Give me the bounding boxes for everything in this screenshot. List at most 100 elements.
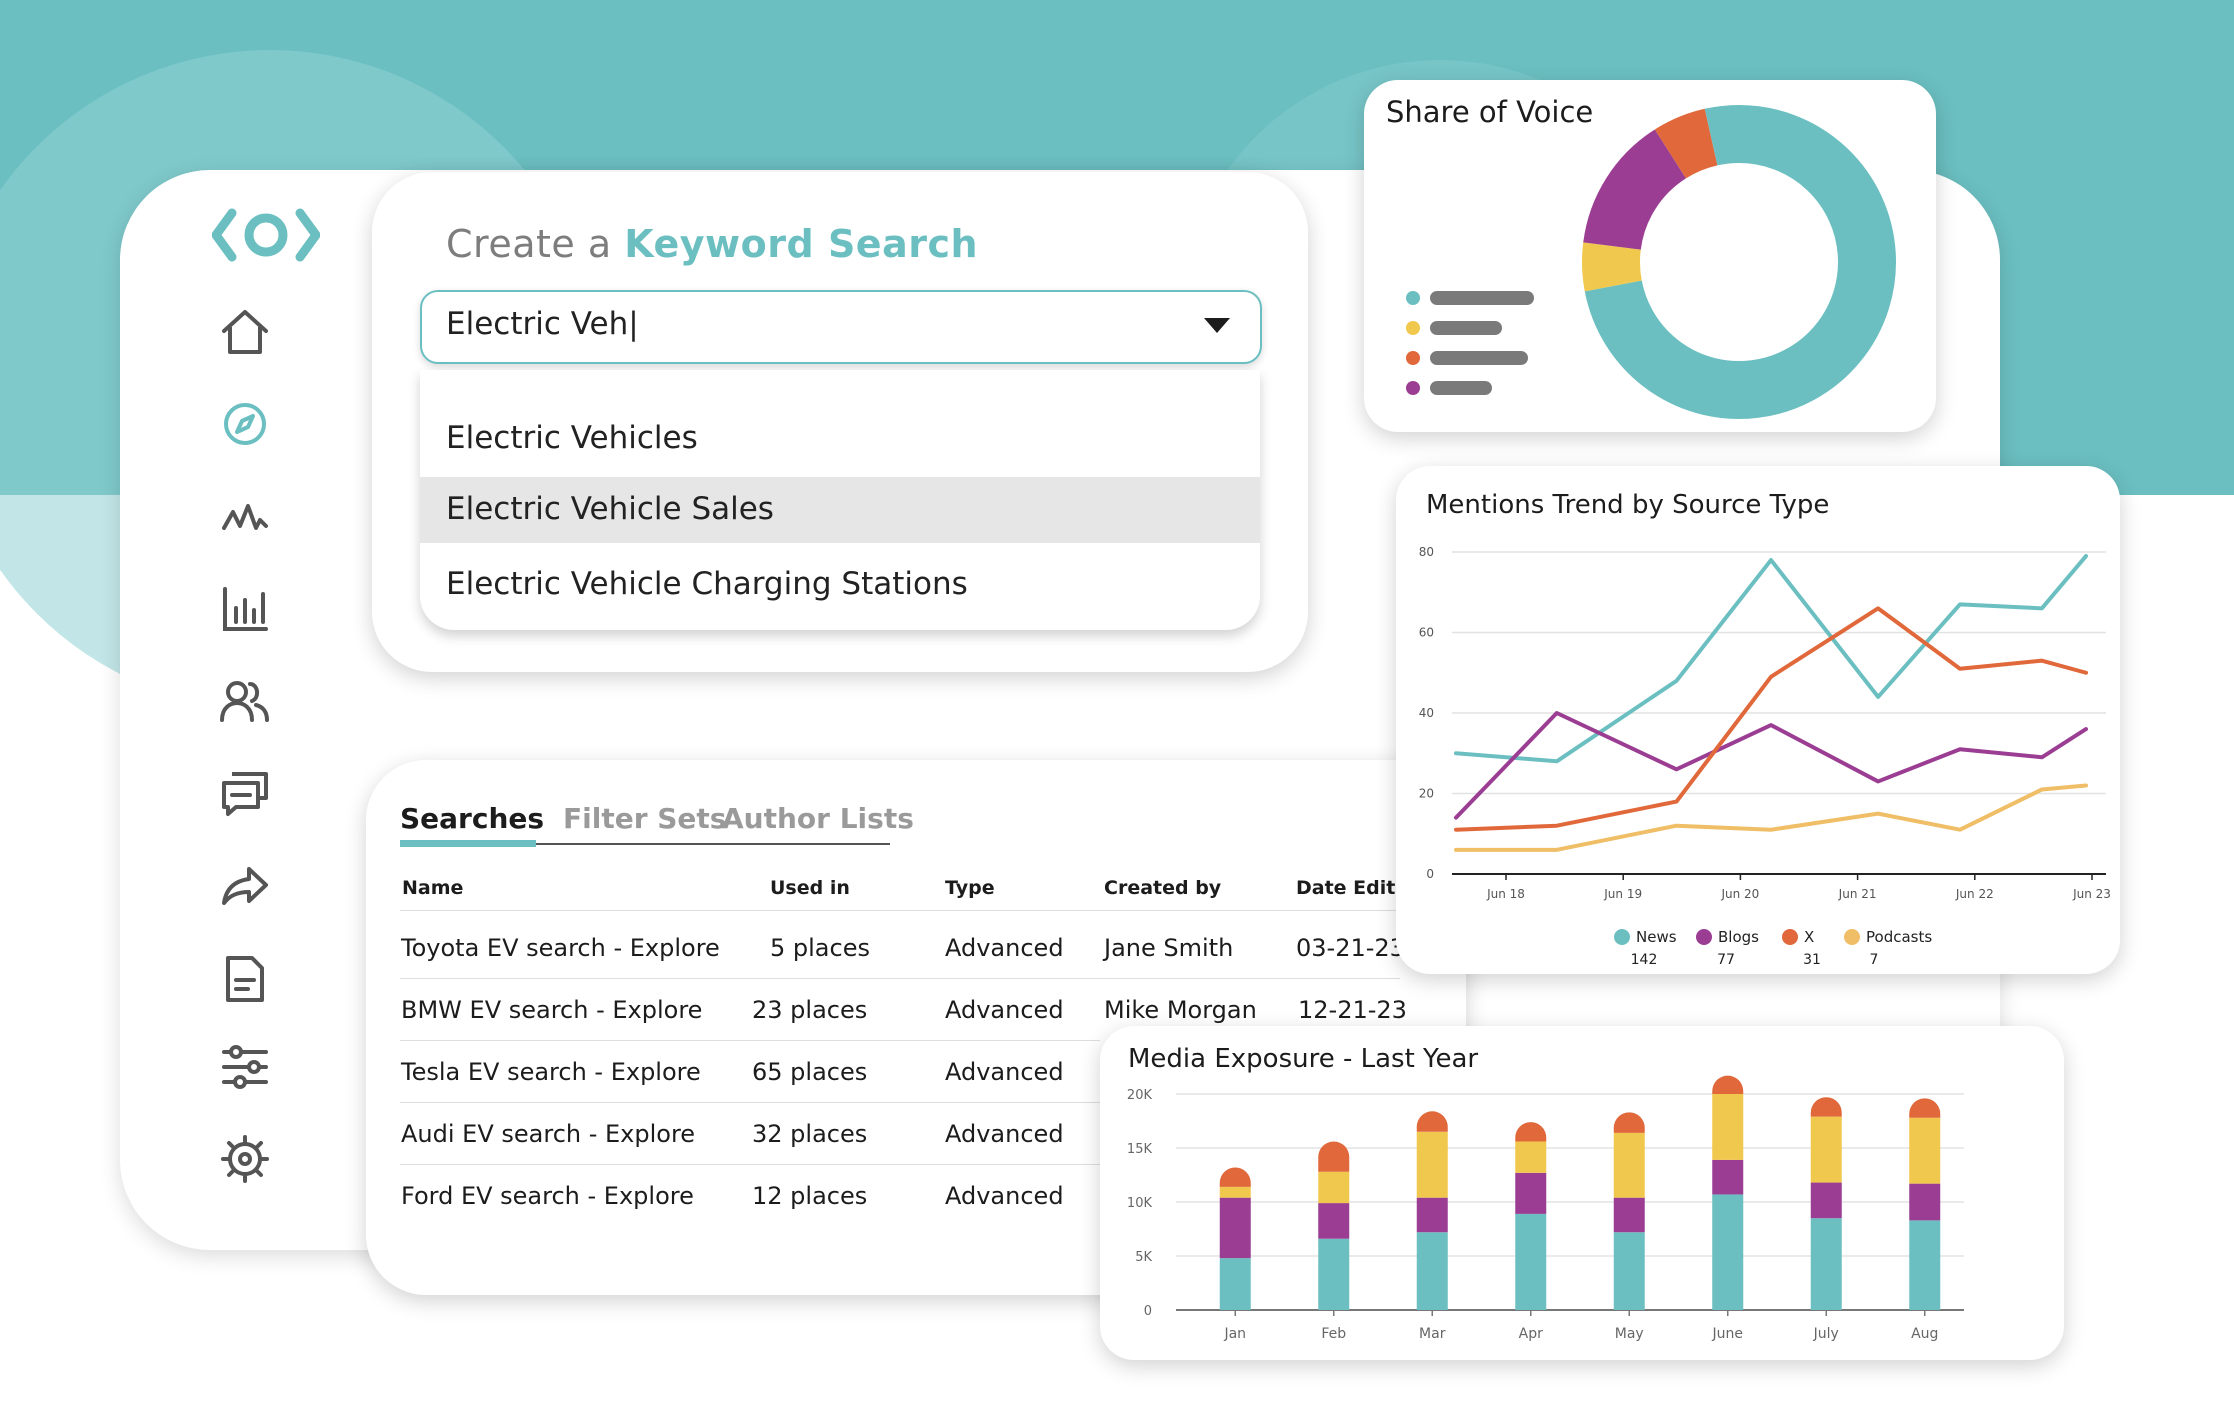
tab-searches[interactable]: Searches	[400, 802, 545, 835]
y-tick-label: 5K	[1135, 1250, 1152, 1265]
x-tick-label: Jan	[1223, 1326, 1246, 1342]
legend-total: 7	[1870, 952, 1879, 968]
title-highlight: Keyword Search	[624, 222, 979, 266]
users-icon[interactable]	[216, 672, 274, 730]
bar-segment	[1416, 1232, 1448, 1310]
keyword-search-input[interactable]: Electric Veh|	[420, 290, 1262, 364]
donut-slice	[1704, 105, 1740, 166]
donut-slice	[1584, 105, 1896, 419]
y-tick-label: 10K	[1127, 1196, 1153, 1211]
cell-used-in: 12 places	[752, 1182, 868, 1210]
bar-segment	[1613, 1197, 1645, 1233]
home-icon[interactable]	[216, 303, 274, 361]
legend-swatch	[1614, 929, 1630, 945]
legend-placeholder-bar	[1430, 291, 1534, 305]
x-tick-label: Apr	[1519, 1326, 1543, 1342]
legend-label: News	[1636, 928, 1677, 946]
bar-segment	[1712, 1194, 1744, 1310]
bar-segment	[1909, 1117, 1941, 1184]
cell-type: Advanced	[945, 1058, 1064, 1086]
bar-segment	[1810, 1218, 1842, 1310]
media-exposure-title: Media Exposure - Last Year	[1128, 1044, 1479, 1074]
row-divider	[400, 910, 1400, 911]
x-tick-label: May	[1615, 1326, 1644, 1342]
row-divider	[400, 1164, 1100, 1165]
media-exposure-card	[1100, 1026, 2064, 1360]
bar-segment	[1810, 1097, 1842, 1117]
y-tick-label: 20	[1419, 787, 1434, 801]
series-line-blogs	[1454, 711, 2088, 820]
bar-segment	[1318, 1203, 1350, 1239]
pulse-icon[interactable]	[216, 488, 274, 546]
column-header-name[interactable]: Name	[402, 877, 464, 899]
legend-swatch	[1406, 381, 1420, 395]
document-icon[interactable]	[216, 950, 274, 1008]
bar-segment	[1613, 1232, 1645, 1310]
y-tick-label: 15K	[1127, 1142, 1153, 1157]
tab-divider	[400, 843, 890, 845]
bar-segment	[1712, 1075, 1744, 1094]
column-header-used-in[interactable]: Used in	[770, 877, 850, 899]
bar-segment	[1909, 1183, 1941, 1221]
legend-total: 142	[1631, 952, 1658, 968]
option-label: Electric Vehicles	[446, 420, 698, 456]
y-tick-label: 0	[1144, 1304, 1152, 1319]
row-divider	[400, 1040, 1100, 1041]
bar-segment	[1416, 1131, 1448, 1198]
x-tick-label: Jun 22	[1955, 887, 1994, 901]
bar-segment	[1810, 1182, 1842, 1219]
column-header-type[interactable]: Type	[945, 877, 995, 899]
sliders-icon[interactable]	[216, 1038, 274, 1096]
column-header-date-edited[interactable]: Date Edite	[1296, 877, 1409, 899]
share-icon[interactable]	[216, 857, 274, 915]
bar-segment	[1712, 1159, 1744, 1195]
donut-slice	[1583, 129, 1687, 251]
bar-segment	[1515, 1122, 1547, 1142]
bar-segment	[1219, 1167, 1251, 1187]
suggestion-dropdown: Electric Vehicles Electric Vehicle Sales…	[420, 370, 1260, 630]
x-tick-label: Jun 20	[1720, 887, 1759, 901]
cell-name[interactable]: BMW EV search - Explore	[401, 996, 703, 1024]
app-logo	[211, 205, 321, 265]
input-value[interactable]: Electric Veh|	[446, 306, 639, 342]
title-prefix: Create a	[446, 222, 612, 266]
legend-swatch	[1696, 929, 1712, 945]
legend-label: Podcasts	[1866, 928, 1932, 946]
x-tick-label: Feb	[1321, 1326, 1346, 1342]
x-tick-label: Mar	[1419, 1326, 1446, 1342]
cell-name[interactable]: Audi EV search - Explore	[401, 1120, 696, 1148]
active-tab-indicator	[400, 840, 536, 847]
bar-segment	[1318, 1171, 1350, 1204]
tab-filter-sets[interactable]: Filter Sets	[563, 802, 727, 835]
gear-icon[interactable]	[216, 1130, 274, 1188]
option-label: Electric Vehicle Charging Stations	[446, 566, 968, 602]
bar-segment	[1515, 1213, 1547, 1310]
cell-name[interactable]: Toyota EV search - Explore	[401, 934, 720, 962]
legend-label: X	[1804, 928, 1814, 946]
suggestion-option[interactable]: Electric Vehicle Charging Stations	[420, 552, 1260, 618]
share-of-voice-title: Share of Voice	[1386, 95, 1594, 129]
cell-name[interactable]: Tesla EV search - Explore	[401, 1058, 701, 1086]
cell-used-in: 5 places	[770, 934, 870, 962]
media-exposure-chart: 0 5K 10K 15K 20K Jan Feb Mar Apr May June July Aug	[1127, 1075, 1964, 1342]
chevron-down-icon[interactable]	[1204, 318, 1230, 333]
row-divider	[400, 1102, 1100, 1103]
x-tick-label: Jun 18	[1486, 887, 1525, 901]
bar-segment	[1515, 1141, 1547, 1173]
option-label: Electric Vehicle Sales	[446, 491, 774, 527]
y-tick-label: 80	[1419, 545, 1434, 559]
suggestion-option[interactable]: Electric Vehicles	[420, 406, 1260, 472]
y-tick-label: 20K	[1127, 1088, 1153, 1103]
bar-segment	[1712, 1094, 1744, 1160]
chat-icon[interactable]	[216, 764, 274, 822]
bar-chart-icon[interactable]	[216, 580, 274, 638]
suggestion-option-highlighted[interactable]: Electric Vehicle Sales	[420, 477, 1260, 543]
column-header-created-by[interactable]: Created by	[1104, 877, 1222, 899]
cell-type: Advanced	[945, 1120, 1064, 1148]
cell-name[interactable]: Ford EV search - Explore	[401, 1182, 694, 1210]
legend-swatch	[1406, 321, 1420, 335]
bar-segment	[1219, 1186, 1251, 1198]
mentions-trend-title: Mentions Trend by Source Type	[1426, 490, 1830, 520]
compass-icon[interactable]	[216, 395, 274, 453]
tab-author-lists[interactable]: Author Lists	[722, 802, 914, 835]
